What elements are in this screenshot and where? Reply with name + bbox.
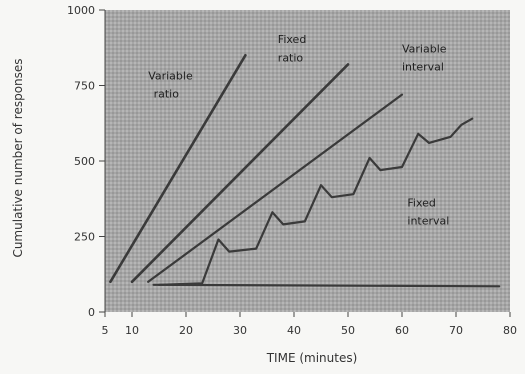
x-tick-label: 20 — [179, 324, 193, 337]
x-tick-label: 50 — [341, 324, 355, 337]
x-tick-label: 30 — [233, 324, 247, 337]
x-axis-title: TIME (minutes) — [266, 351, 358, 365]
annotation-label: interval — [407, 214, 449, 227]
annotation-label: Fixed — [407, 196, 436, 209]
annotation-label: interval — [402, 60, 444, 73]
x-tick-label: 70 — [449, 324, 463, 337]
x-tick-label: 80 — [503, 324, 517, 337]
series-line-variable-interval — [147, 93, 404, 283]
y-axis-title: Cumulative number of responses — [11, 58, 25, 257]
plot-background — [105, 10, 510, 312]
series-line-fixed-interval — [157, 117, 474, 286]
y-tick-label: 0 — [88, 306, 95, 319]
y-tick-label: 750 — [74, 80, 95, 93]
y-tick-label: 1000 — [67, 4, 95, 17]
annotation-label: Variable — [148, 69, 193, 82]
x-tick-label: 60 — [395, 324, 409, 337]
x-tick-label: 10 — [125, 324, 139, 337]
series-line-variable-ratio — [109, 54, 247, 284]
series-line-baseline — [152, 283, 501, 288]
annotation-label: Variable — [402, 42, 447, 55]
series-line-fixed-ratio — [130, 63, 350, 284]
annotation-label: ratio — [154, 88, 180, 101]
x-tick-label: 5 — [102, 324, 109, 337]
annotation-label: Fixed — [278, 33, 307, 46]
y-tick-label: 250 — [74, 231, 95, 244]
annotation-label: ratio — [278, 51, 304, 64]
y-tick-label: 500 — [74, 155, 95, 168]
x-tick-label: 40 — [287, 324, 301, 337]
